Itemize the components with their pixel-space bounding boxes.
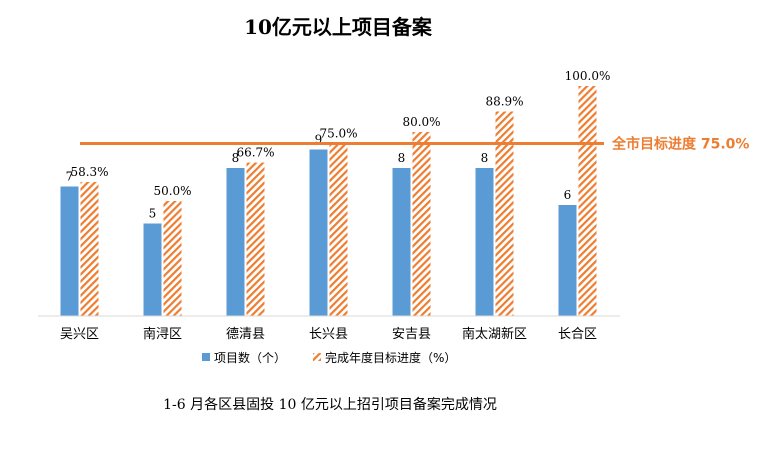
legend: 项目数（个） 完成年度目标进度（%） [202, 350, 456, 365]
bar-count-1 [143, 223, 162, 316]
bar-count-3 [309, 149, 328, 316]
bar-progress-5 [495, 111, 514, 316]
legend-label-count: 项目数（个） [214, 350, 286, 365]
bar-progress-2 [246, 162, 265, 316]
chart-title: 10亿元以上项目备案 [244, 15, 433, 39]
data-label-progress-0: 58.3% [70, 165, 108, 179]
x-tick-label-6: 长合区 [558, 327, 597, 342]
x-tick-label-1: 南浔区 [143, 326, 182, 342]
chart-caption: 1-6 月各区县固投 10 亿元以上招引项目备案完成情况 [163, 396, 497, 413]
data-label-count-2: 8 [232, 151, 240, 165]
data-labels-layer: 758.3%550.0%866.7%975.0%880.0%888.9%6100… [66, 69, 611, 221]
bar-progress-0 [80, 181, 99, 316]
target-line-label: 全市目标进度 75.0% [611, 136, 749, 153]
x-tick-labels: 吴兴区 南浔区 德清县 长兴县 安吉县 南太湖新区 长合区 [60, 326, 597, 342]
bar-progress-1 [163, 201, 182, 316]
bar-count-4 [392, 168, 411, 316]
data-label-progress-3: 75.0% [319, 127, 357, 141]
x-tick-label-3: 长兴县 [309, 327, 348, 342]
data-label-progress-6: 100.0% [565, 69, 611, 83]
target-line-layer: 全市目标进度 75.0% [80, 136, 749, 153]
bars-layer [60, 86, 597, 316]
data-label-progress-2: 66.7% [236, 146, 274, 160]
x-tick-label-4: 安吉县 [392, 327, 431, 342]
data-label-count-1: 5 [149, 207, 157, 221]
data-label-count-6: 6 [564, 188, 572, 202]
data-label-progress-4: 80.0% [402, 115, 440, 129]
data-label-progress-5: 88.9% [485, 95, 523, 109]
bar-progress-6 [578, 86, 597, 316]
legend-label-progress: 完成年度目标进度（%） [325, 350, 456, 365]
x-tick-label-5: 南太湖新区 [462, 326, 527, 342]
bar-progress-3 [329, 143, 348, 316]
bar-count-6 [558, 205, 577, 316]
data-label-count-5: 8 [481, 151, 489, 165]
bar-count-2 [226, 168, 245, 316]
bar-count-5 [475, 168, 494, 316]
bar-progress-4 [412, 132, 431, 316]
data-label-count-0: 7 [66, 170, 74, 184]
bar-count-0 [60, 186, 79, 316]
x-tick-label-0: 吴兴区 [60, 327, 99, 342]
data-label-count-4: 8 [398, 151, 406, 165]
legend-swatch-count [202, 353, 210, 361]
data-label-count-3: 9 [315, 133, 323, 147]
data-label-progress-1: 50.0% [153, 184, 191, 198]
x-tick-label-2: 德清县 [226, 327, 265, 342]
legend-swatch-progress [313, 353, 321, 361]
